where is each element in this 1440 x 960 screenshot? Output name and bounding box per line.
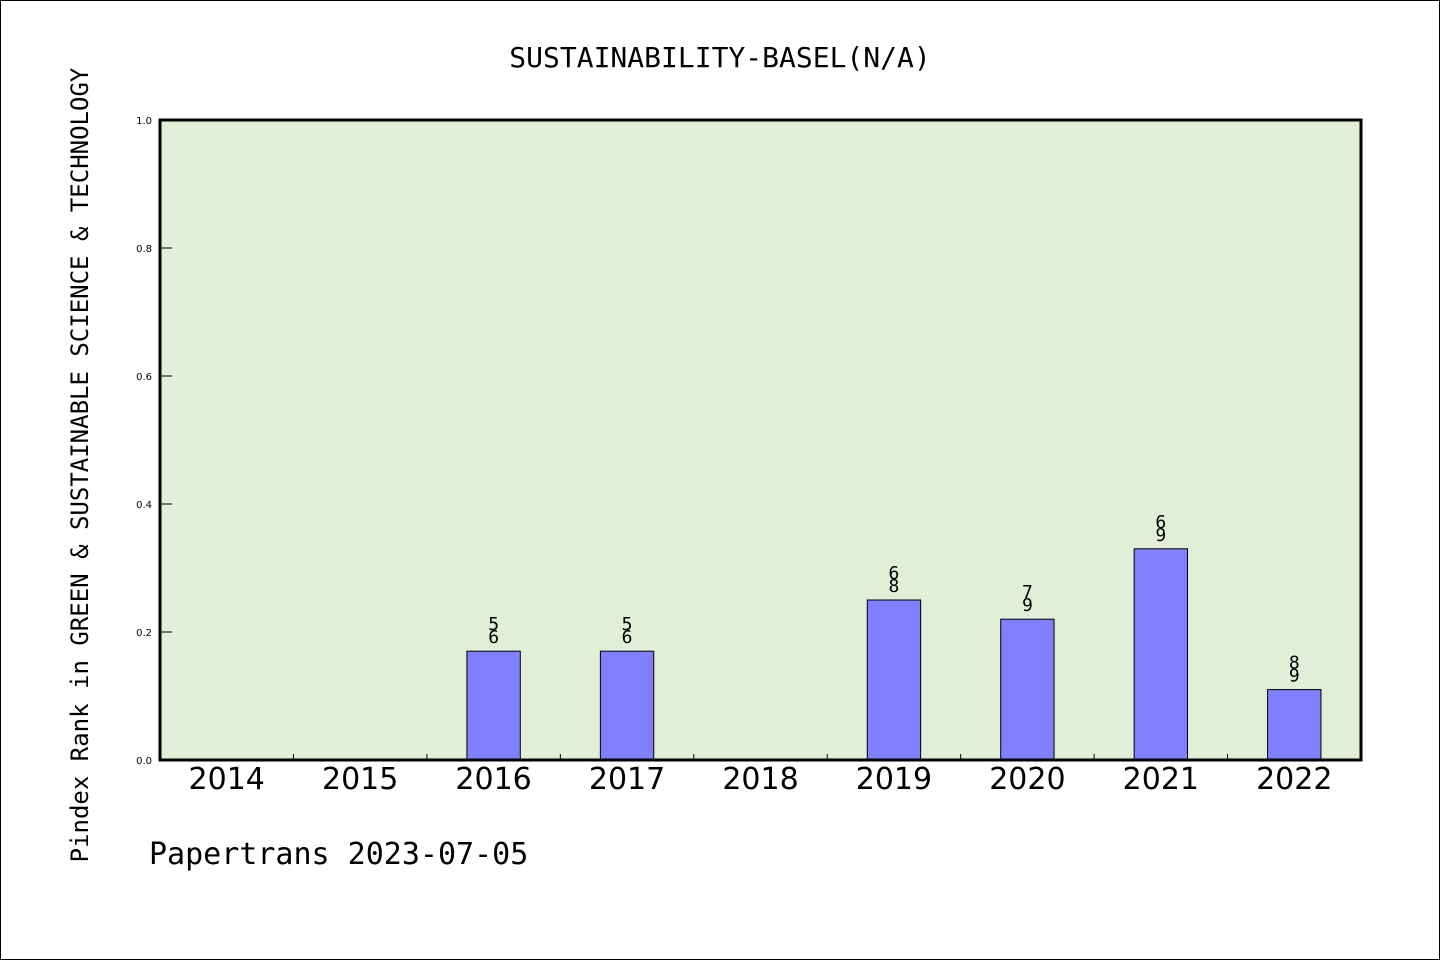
x-tick-label: 2018 bbox=[722, 762, 798, 797]
x-tick-label: 2019 bbox=[856, 762, 932, 797]
y-tick-label: 0.6 bbox=[136, 372, 152, 383]
x-tick-label: 2015 bbox=[322, 762, 398, 797]
chart-title: SUSTAINABILITY-BASEL(N/A) bbox=[509, 41, 930, 74]
x-tick-label: 2020 bbox=[989, 762, 1065, 797]
y-tick-label: 1.0 bbox=[136, 116, 152, 127]
y-tick-label: 0.4 bbox=[136, 500, 152, 511]
x-tick-label: 2016 bbox=[455, 762, 531, 797]
bar-2022 bbox=[1267, 689, 1322, 761]
y-tick-label: 0.8 bbox=[136, 244, 152, 255]
x-tick-label: 2017 bbox=[589, 762, 665, 797]
bar-2017 bbox=[599, 650, 655, 761]
x-tick-label: 2014 bbox=[189, 762, 265, 797]
bar-2021 bbox=[1133, 548, 1189, 761]
x-tick-label: 2022 bbox=[1256, 762, 1332, 797]
bar-2020 bbox=[1000, 618, 1055, 761]
bars-group bbox=[466, 548, 1322, 761]
bar-2016 bbox=[466, 650, 521, 761]
x-tick-label: 2021 bbox=[1123, 762, 1199, 797]
plot-border bbox=[158, 118, 1363, 762]
footer-credit: Papertrans 2023-07-05 bbox=[149, 837, 528, 872]
y-tick-label: 0.2 bbox=[136, 628, 152, 639]
y-axis-label: Pindex Rank in GREEN & SUSTAINABLE SCIEN… bbox=[66, 67, 94, 862]
x-ticks-group: 2014 2015 2016 2017 2018 2019 2020 2021 2022 bbox=[189, 754, 1332, 797]
bar-2019 bbox=[866, 599, 922, 761]
bar-labels-group: 5 6 5 6 6 8 7 9 6 9 8 9 bbox=[488, 512, 1300, 687]
y-tick-label: 0.0 bbox=[136, 756, 152, 767]
